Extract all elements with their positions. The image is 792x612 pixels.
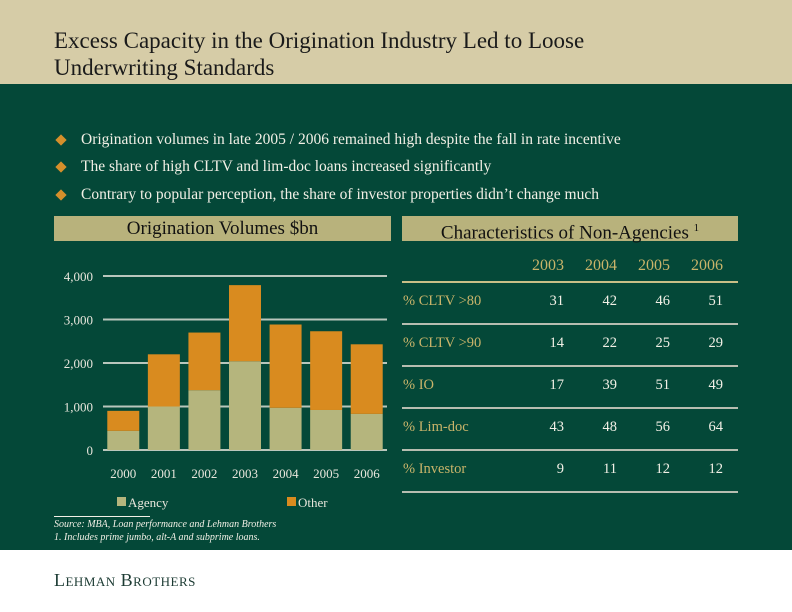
table-divider	[402, 491, 738, 493]
table-cell: 12	[708, 461, 724, 477]
x-tick-label: 2006	[354, 466, 381, 481]
bullet-item: Contrary to popular perception, the shar…	[55, 185, 599, 205]
table-cell: 42	[602, 293, 618, 309]
column-header: 2003	[532, 257, 564, 274]
bar-other-2000	[107, 410, 140, 431]
column-header: 2004	[585, 257, 617, 274]
table-cell: 51	[708, 293, 724, 309]
table-cell: 64	[708, 419, 724, 435]
table-cell: 31	[549, 293, 565, 309]
bar-agency-2005	[310, 409, 343, 450]
x-tick-label: 2000	[110, 466, 136, 481]
table-divider	[402, 365, 738, 367]
footnotes: Source: MBA, Loan performance and Lehman…	[54, 518, 276, 544]
x-tick-label: 2002	[191, 466, 217, 481]
table-divider	[402, 407, 738, 409]
bar-agency-2004	[269, 407, 302, 450]
table-cell: 39	[602, 377, 618, 393]
table-cell: 12	[655, 461, 671, 477]
table-heading: Characteristics of Non-Agencies 1	[402, 216, 738, 244]
table-cell: 9	[556, 461, 564, 477]
table-cell: 46	[655, 293, 671, 309]
bullet-item: Origination volumes in late 2005 / 2006 …	[55, 130, 621, 150]
bar-agency-2001	[147, 406, 180, 450]
column-header: 2006	[691, 257, 723, 274]
bar-other-2002	[188, 332, 221, 391]
table-cell: 29	[708, 335, 724, 351]
bar-other-2003	[229, 285, 261, 362]
table-heading-text: Characteristics of Non-Agencies	[440, 222, 689, 244]
table-divider	[402, 281, 738, 283]
row-label: % CLTV >80	[403, 293, 482, 309]
legend-swatch-agency	[117, 497, 126, 506]
bullet-item: The share of high CLTV and lim-doc loans…	[55, 157, 492, 177]
title-line-1: Excess Capacity in the Origination Indus…	[54, 28, 585, 53]
chart-heading: Origination Volumes $bn	[54, 216, 391, 241]
y-tick-label: 4,000	[64, 269, 93, 284]
content-area	[0, 84, 792, 550]
bullet-text: Contrary to popular perception, the shar…	[81, 186, 599, 203]
header-band: Excess Capacity in the Origination Indus…	[0, 0, 792, 84]
table-divider	[402, 323, 738, 325]
table-cell: 11	[603, 461, 617, 477]
bar-other-2005	[310, 331, 343, 410]
source-note: Source: MBA, Loan performance and Lehman…	[54, 519, 277, 530]
footnote-marker: 1	[693, 222, 700, 234]
legend-swatch-other	[287, 497, 296, 506]
bullet-text: Origination volumes in late 2005 / 2006 …	[81, 131, 621, 148]
table-cell: 25	[655, 335, 671, 351]
table-divider	[402, 449, 738, 451]
bullet-text: The share of high CLTV and lim-doc loans…	[81, 158, 492, 175]
x-tick-label: 2001	[151, 466, 177, 481]
y-tick-label: 1,000	[64, 400, 93, 415]
table-cell: 17	[549, 377, 565, 393]
page-title: Excess Capacity in the Origination Indus…	[54, 27, 584, 81]
y-tick-label: 2,000	[64, 356, 93, 371]
y-tick-label: 0	[87, 443, 94, 458]
lehman-brothers-logo: Lehman Brothers	[54, 570, 196, 590]
table-cell: 51	[655, 377, 671, 393]
footnote-1: 1. Includes prime jumbo, alt-A and subpr…	[54, 532, 260, 543]
table-cell: 56	[655, 419, 671, 435]
footnote-divider	[54, 516, 150, 517]
legend-label: Other	[298, 495, 328, 510]
bar-agency-2002	[188, 390, 221, 450]
table-cell: 49	[708, 377, 724, 393]
x-tick-label: 2004	[273, 466, 300, 481]
row-label: % Lim-doc	[403, 419, 469, 435]
row-label: % IO	[403, 377, 435, 393]
bar-other-2006	[350, 344, 383, 414]
title-line-2: Underwriting Standards	[54, 55, 275, 80]
table-cell: 43	[549, 419, 565, 435]
bar-other-2001	[147, 354, 180, 407]
table-cell: 14	[549, 335, 565, 351]
row-label: % CLTV >90	[403, 335, 482, 351]
bar-agency-2000	[107, 430, 140, 450]
x-tick-label: 2003	[232, 466, 258, 481]
bar-agency-2003	[229, 361, 261, 450]
table-cell: 48	[602, 419, 618, 435]
y-tick-label: 3,000	[64, 313, 93, 328]
row-label: % Investor	[403, 461, 467, 477]
column-header: 2005	[638, 257, 670, 274]
legend-label: Agency	[128, 495, 169, 510]
bar-other-2004	[269, 324, 302, 408]
x-tick-label: 2005	[313, 466, 339, 481]
table-cell: 22	[602, 335, 618, 351]
bar-agency-2006	[350, 413, 383, 450]
